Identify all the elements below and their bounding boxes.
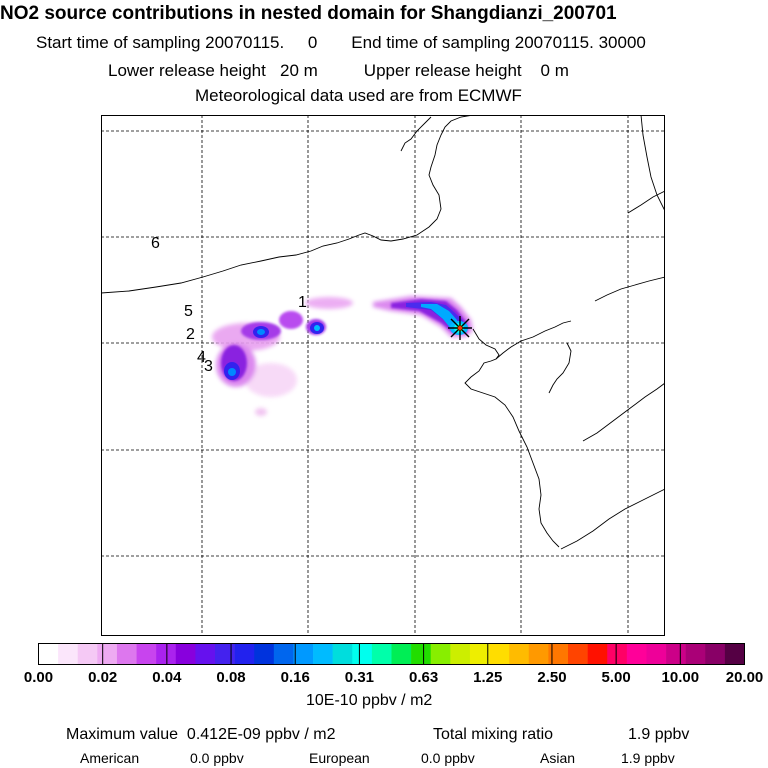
colorbar-tick-label: 2.50 [537, 669, 567, 686]
colorbar-cell [607, 643, 628, 665]
colorbar-cell [273, 643, 294, 665]
colorbar-tick-label: 0.08 [216, 669, 246, 686]
colorbar-cell [352, 643, 373, 665]
colorbar-cell [97, 643, 118, 665]
map-grid [101, 115, 665, 636]
american-label: American [80, 750, 140, 766]
coastlines [101, 115, 665, 550]
page-title: NO2 source contributions in nested domai… [0, 3, 617, 24]
concentration-plume [212, 296, 473, 416]
colorbar-tick-marks [102, 643, 681, 665]
colorbar-unit: 10E-10 ppbv / m2 [306, 692, 433, 709]
total-mixing-value: 1.9 ppbv [628, 726, 690, 743]
colorbar-tick-label: 0.04 [152, 669, 182, 686]
european-value: 0.0 ppbv [421, 750, 475, 766]
colorbar-cell [450, 643, 471, 665]
colorbar-cell [371, 643, 392, 665]
colorbar-cell [411, 643, 432, 665]
colorbar-tick-label: 20.00 [725, 669, 764, 686]
colorbar-tick-label: 1.25 [473, 669, 503, 686]
colorbar-cell [234, 643, 255, 665]
upper-release-height: Upper release height 0 m [363, 61, 569, 80]
colorbar-cell [626, 643, 647, 665]
colorbar-cell [77, 643, 98, 665]
colorbar-tick-label: 0.00 [23, 669, 54, 686]
source-label-6: 6 [151, 235, 160, 252]
colorbar-cell [724, 643, 745, 665]
lower-release-height: Lower release height 20 m [108, 61, 318, 80]
colorbar-cell [254, 643, 275, 665]
meteo-source: Meteorological data used are from ECMWF [195, 86, 522, 105]
colorbar-cells [38, 643, 745, 665]
colorbar-cell [175, 643, 196, 665]
asian-label: Asian [540, 750, 576, 766]
colorbar-cell [587, 643, 608, 665]
colorbar [38, 643, 745, 665]
source-label-3: 3 [204, 358, 213, 375]
colorbar-tick-label: 10.00 [661, 669, 700, 686]
american-value: 0.0 ppbv [190, 750, 244, 766]
source-labels: 1 2 3 4 5 6 [151, 235, 307, 375]
colorbar-cell [38, 643, 59, 665]
colorbar-cell [215, 643, 235, 665]
colorbar-cell [58, 643, 79, 665]
colorbar-cell [293, 643, 314, 665]
colorbar-cell [313, 643, 333, 665]
colorbar-cell [666, 643, 686, 665]
colorbar-cell [509, 643, 530, 665]
asian-value: 1.9 ppbv [621, 750, 675, 766]
release-heights: Lower release height 20 m Upper release h… [108, 61, 569, 81]
colorbar-cell [646, 643, 667, 665]
colorbar-cell [332, 643, 353, 665]
colorbar-cell [116, 643, 137, 665]
maximum-value: Maximum value 0.412E-09 ppbv / m2 [66, 726, 336, 743]
map-frame [101, 115, 665, 636]
colorbar-cell [528, 643, 549, 665]
total-mixing-label: Total mixing ratio [433, 726, 554, 743]
colorbar-tick-label: 0.63 [408, 669, 439, 686]
colorbar-tick-label: 0.02 [88, 669, 118, 686]
colorbar-cell [430, 643, 451, 665]
colorbar-tick-label: 0.31 [344, 669, 375, 686]
colorbar-tick-label: 5.00 [601, 669, 631, 686]
colorbar-cell [685, 643, 706, 665]
source-label-2: 2 [186, 326, 195, 343]
colorbar-cell [469, 643, 490, 665]
colorbar-tick-label: 0.16 [280, 669, 310, 686]
colorbar-cell [156, 643, 177, 665]
sampling-times: Start time of sampling 20070115. 0 End ti… [36, 33, 646, 53]
european-label: European [309, 750, 370, 766]
source-label-1: 1 [298, 294, 307, 311]
start-time: Start time of sampling 20070115. 0 [36, 33, 318, 52]
colorbar-cell [136, 643, 157, 665]
receptor-star-icon [448, 316, 472, 340]
colorbar-cell [489, 643, 510, 665]
end-time: End time of sampling 20070115. 30000 [351, 33, 646, 52]
source-label-4: 4 [197, 349, 206, 366]
colorbar-cell [195, 643, 216, 665]
colorbar-cell [705, 643, 726, 665]
source-label-5: 5 [184, 303, 193, 320]
colorbar-cell [548, 643, 569, 665]
map-panel: 1 2 3 4 5 6 [101, 115, 665, 636]
colorbar-frame [38, 643, 745, 665]
colorbar-cell [391, 643, 412, 665]
colorbar-cell [568, 643, 588, 665]
